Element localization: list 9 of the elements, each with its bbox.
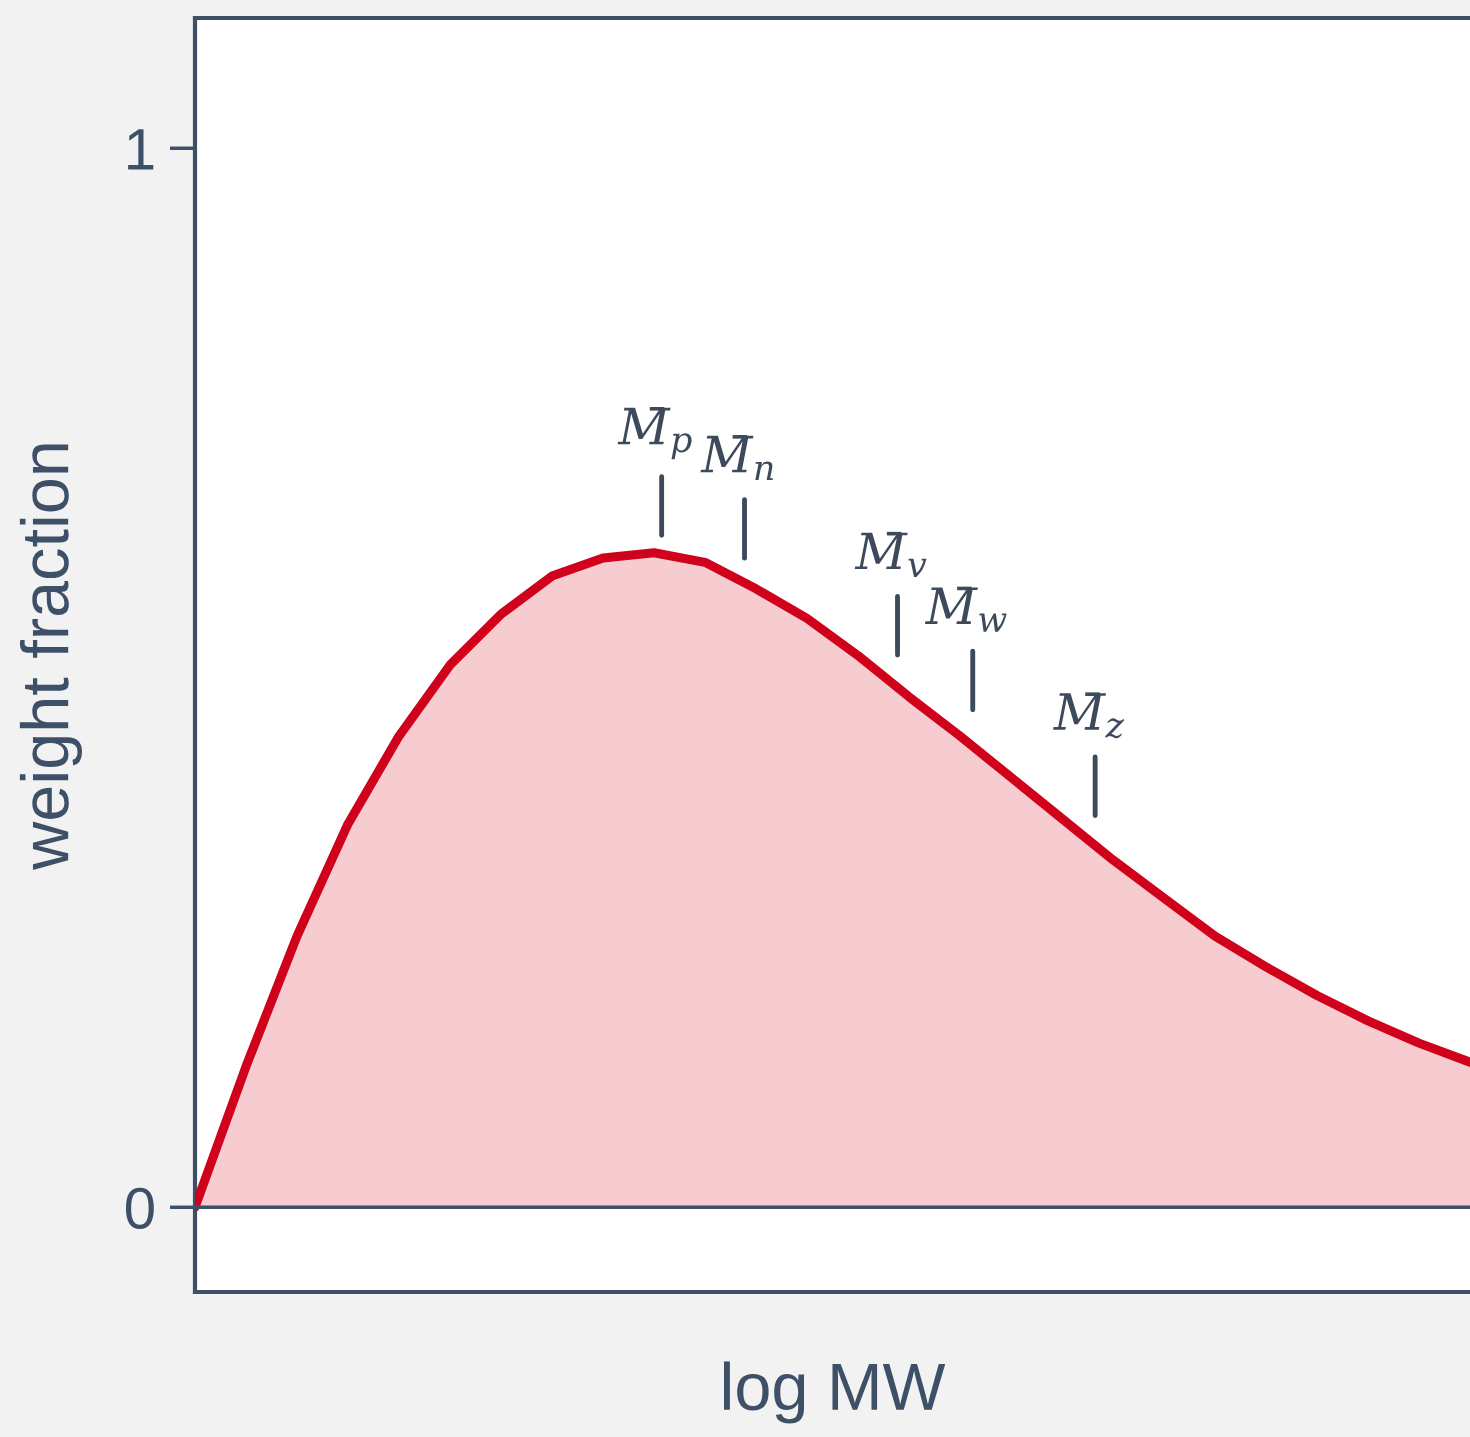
annotation: M̄$_{z}$ bbox=[1053, 692, 1125, 739]
x-axis-title: log MW bbox=[724, 1361, 946, 1424]
y-axis-title: weight fraction bbox=[19, 444, 83, 871]
y-tick-label: 1 bbox=[128, 129, 154, 170]
annotation: M̄$_{w}$ bbox=[924, 586, 1007, 632]
annotation: M̄$_{v}$ bbox=[854, 531, 927, 577]
y-tick-label: 0 bbox=[125, 1187, 154, 1229]
annotation: M̄$_{n}$ bbox=[700, 435, 773, 481]
annotation: M̄$_{p}$ bbox=[617, 406, 692, 460]
